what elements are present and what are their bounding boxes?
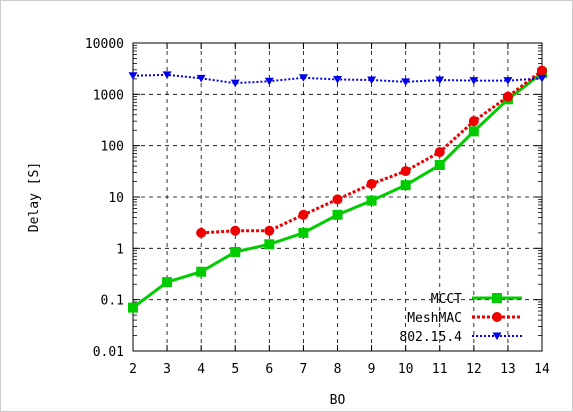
data-point-meshmac: [264, 225, 275, 236]
x-tick-label: 6: [265, 362, 273, 377]
data-point-meshmac: [366, 178, 377, 189]
legend-label: MeshMAC: [407, 311, 462, 326]
data-point-meshmac: [196, 227, 207, 238]
data-point-meshmac: [468, 116, 479, 127]
series-layer: [128, 65, 547, 313]
y-tick-label: 100: [101, 140, 124, 155]
data-point-802-15-4: [401, 78, 411, 86]
legend-label: MCCT: [431, 292, 462, 307]
legend-label: 802.15.4: [399, 330, 462, 345]
y-tick-label: 0.01: [93, 345, 124, 360]
data-point-802-15-4: [196, 74, 206, 83]
data-point-mcct: [298, 227, 309, 238]
data-point-mcct: [128, 302, 138, 313]
legend-item-802-15-4: 802.15.4: [399, 330, 522, 345]
data-point-802-15-4: [367, 76, 377, 85]
data-point-802-15-4: [537, 74, 547, 83]
x-tick-label: 7: [300, 362, 308, 377]
x-tick-label: 2: [129, 362, 137, 377]
x-tick-label: 4: [197, 362, 205, 377]
data-point-802-15-4: [264, 77, 274, 86]
x-tick-label: 11: [432, 362, 448, 377]
data-point-mcct: [468, 126, 479, 137]
y-tick-label: 10: [108, 191, 124, 206]
series-802-15-4: [128, 71, 547, 88]
data-point-meshmac: [502, 91, 513, 102]
y-tick-label: 0.1: [101, 294, 124, 309]
legend-marker: [492, 312, 502, 322]
data-point-802-15-4: [503, 77, 513, 85]
series-meshmac: [196, 65, 547, 238]
data-point-meshmac: [537, 65, 547, 76]
data-point-meshmac: [332, 194, 343, 205]
data-point-802-15-4: [435, 76, 445, 85]
y-axis-label: Delay [S]: [27, 162, 42, 232]
x-tick-label: 10: [398, 362, 414, 377]
legend-item-mcct: MCCT: [431, 292, 522, 307]
data-point-meshmac: [400, 166, 411, 177]
axis-ticks: 2 3 4 5 6 7 8 9 10 11 12 13 14 0.01 0.1 1 10 100 1000 10000: [85, 37, 550, 377]
data-point-mcct: [264, 239, 275, 250]
x-tick-label: 8: [334, 362, 342, 377]
data-point-mcct: [366, 195, 377, 206]
data-point-802-15-4: [230, 79, 240, 88]
legend-marker: [492, 293, 502, 303]
y-tick-label: 10000: [85, 37, 124, 52]
grid: [133, 43, 542, 351]
x-tick-label: 5: [231, 362, 239, 377]
x-axis-label: BO: [330, 393, 346, 408]
x-tick-label: 13: [500, 362, 516, 377]
data-point-mcct: [162, 277, 173, 288]
x-tick-label: 14: [534, 362, 550, 377]
x-tick-label: 3: [163, 362, 171, 377]
data-point-802-15-4: [162, 71, 172, 79]
y-tick-label: 1: [116, 242, 124, 257]
legend-item-meshmac: MeshMAC: [407, 311, 522, 326]
y-tick-label: 1000: [93, 88, 124, 103]
x-tick-label: 12: [466, 362, 482, 377]
data-point-meshmac: [434, 147, 445, 158]
data-point-mcct: [196, 266, 207, 277]
data-point-802-15-4: [128, 72, 138, 80]
data-point-meshmac: [298, 209, 309, 220]
data-point-meshmac: [230, 225, 241, 236]
x-tick-label: 9: [368, 362, 376, 377]
data-point-mcct: [434, 160, 445, 171]
data-point-mcct: [400, 180, 411, 191]
data-point-mcct: [332, 209, 343, 220]
legend: MCCT MeshMAC 802.15.4: [399, 292, 522, 345]
data-point-802-15-4: [298, 74, 308, 82]
data-point-802-15-4: [333, 75, 342, 84]
legend-marker: [492, 332, 502, 340]
data-point-802-15-4: [469, 77, 479, 85]
data-point-mcct: [230, 246, 241, 257]
